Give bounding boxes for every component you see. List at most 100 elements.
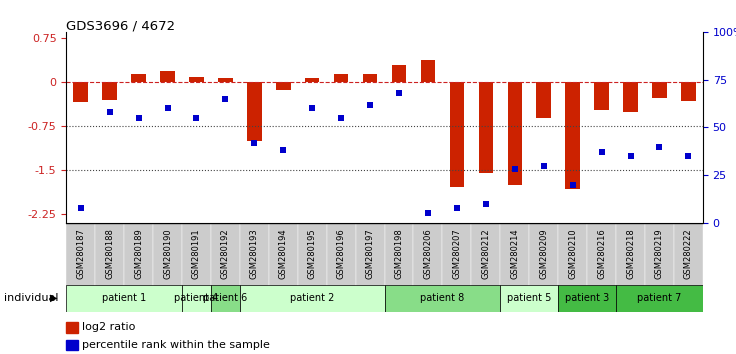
Text: GDS3696 / 4672: GDS3696 / 4672 xyxy=(66,19,175,33)
Bar xyxy=(616,223,645,289)
Text: GSM280192: GSM280192 xyxy=(221,228,230,279)
Bar xyxy=(334,74,348,82)
Bar xyxy=(355,223,384,289)
Bar xyxy=(478,82,493,173)
Text: GSM280198: GSM280198 xyxy=(394,228,403,279)
Bar xyxy=(305,78,319,82)
Point xyxy=(75,205,87,211)
Text: patient 5: patient 5 xyxy=(507,293,551,303)
Text: patient 4: patient 4 xyxy=(174,293,219,303)
Text: GSM280214: GSM280214 xyxy=(510,228,520,279)
Point xyxy=(132,115,144,121)
Text: patient 7: patient 7 xyxy=(637,293,682,303)
Bar xyxy=(616,285,703,312)
Text: patient 2: patient 2 xyxy=(290,293,334,303)
Bar xyxy=(240,285,384,312)
Text: ▶: ▶ xyxy=(50,293,57,303)
Bar xyxy=(421,59,435,82)
Point xyxy=(306,105,318,111)
Bar xyxy=(537,82,551,118)
Text: GSM280212: GSM280212 xyxy=(481,228,490,279)
Bar xyxy=(384,223,414,289)
Bar xyxy=(74,82,88,102)
Text: GSM280196: GSM280196 xyxy=(336,228,346,279)
Bar xyxy=(211,223,240,289)
Point xyxy=(567,182,578,188)
Text: percentile rank within the sample: percentile rank within the sample xyxy=(82,340,270,350)
Text: patient 8: patient 8 xyxy=(420,293,464,303)
Bar xyxy=(66,285,182,312)
Point xyxy=(162,105,174,111)
Bar xyxy=(182,223,211,289)
Point xyxy=(277,148,289,153)
Bar xyxy=(153,223,182,289)
Point xyxy=(219,96,231,102)
Bar xyxy=(450,82,464,187)
Point xyxy=(393,90,405,96)
Point xyxy=(538,163,550,169)
Text: GSM280189: GSM280189 xyxy=(134,228,143,279)
Bar xyxy=(211,285,240,312)
Bar xyxy=(414,223,442,289)
Point xyxy=(422,211,434,216)
Text: GSM280195: GSM280195 xyxy=(308,228,316,279)
Bar xyxy=(131,74,146,82)
Bar xyxy=(558,285,616,312)
Bar xyxy=(508,82,522,185)
Point xyxy=(625,153,637,159)
Bar xyxy=(442,223,471,289)
Bar xyxy=(384,285,500,312)
Bar xyxy=(66,223,95,289)
Bar xyxy=(565,82,580,189)
Bar xyxy=(587,223,616,289)
Point xyxy=(654,144,665,149)
Bar xyxy=(392,65,406,82)
Text: log2 ratio: log2 ratio xyxy=(82,322,135,332)
Text: patient 6: patient 6 xyxy=(203,293,247,303)
Text: GSM280210: GSM280210 xyxy=(568,228,577,279)
Point xyxy=(336,115,347,121)
Text: GSM280219: GSM280219 xyxy=(655,228,664,279)
Text: GSM280197: GSM280197 xyxy=(366,228,375,279)
Bar xyxy=(558,223,587,289)
Bar xyxy=(218,78,233,82)
Text: patient 3: patient 3 xyxy=(565,293,609,303)
Text: GSM280187: GSM280187 xyxy=(77,228,85,279)
Bar xyxy=(674,223,703,289)
Bar xyxy=(95,223,124,289)
Bar xyxy=(595,82,609,110)
Bar xyxy=(124,223,153,289)
Bar xyxy=(500,285,558,312)
Bar xyxy=(682,82,696,101)
Point xyxy=(682,153,694,159)
Point xyxy=(104,109,116,115)
Text: GSM280206: GSM280206 xyxy=(423,228,433,279)
Text: GSM280191: GSM280191 xyxy=(192,228,201,279)
Bar xyxy=(363,74,378,82)
Bar xyxy=(652,82,667,98)
Bar xyxy=(160,71,174,82)
Bar xyxy=(623,82,638,113)
Text: GSM280193: GSM280193 xyxy=(250,228,259,279)
Point xyxy=(480,201,492,207)
Bar xyxy=(66,322,78,333)
Text: patient 1: patient 1 xyxy=(102,293,146,303)
Point xyxy=(509,167,520,172)
Text: GSM280209: GSM280209 xyxy=(539,228,548,279)
Text: GSM280222: GSM280222 xyxy=(684,228,693,279)
Text: GSM280194: GSM280194 xyxy=(279,228,288,279)
Bar xyxy=(471,223,500,289)
Text: GSM280207: GSM280207 xyxy=(453,228,461,279)
Text: GSM280190: GSM280190 xyxy=(163,228,172,279)
Bar xyxy=(240,223,269,289)
Bar xyxy=(189,76,204,82)
Point xyxy=(249,140,261,145)
Bar xyxy=(276,82,291,90)
Bar xyxy=(327,223,355,289)
Bar xyxy=(102,82,117,99)
Text: GSM280188: GSM280188 xyxy=(105,228,114,279)
Bar xyxy=(645,223,674,289)
Point xyxy=(364,102,376,107)
Bar xyxy=(298,223,327,289)
Point xyxy=(451,205,463,211)
